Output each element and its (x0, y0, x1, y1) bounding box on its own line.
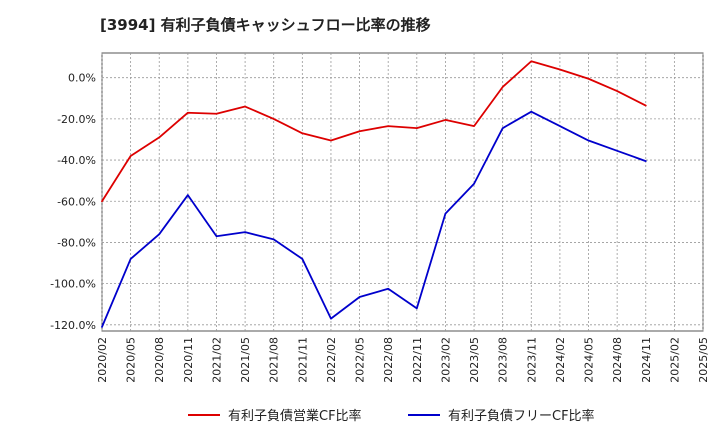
x-tick-label: 2020/08 (153, 337, 166, 383)
legend-layer: 有利子負債営業CF比率 有利子負債フリーCF比率 (188, 408, 595, 424)
grid-layer (101, 52, 704, 332)
x-tick-label: 2020/05 (125, 337, 138, 383)
legend-label-2: 有利子負債フリーCF比率 (448, 408, 595, 424)
legend-label-1: 有利子負債営業CF比率 (228, 408, 362, 424)
x-tick-label: 2020/02 (96, 337, 109, 383)
x-tick-label: 2021/08 (268, 337, 281, 383)
x-tick-label: 2022/02 (325, 337, 338, 383)
series-layer (101, 60, 647, 328)
x-tick-label: 2023/11 (525, 337, 538, 383)
x-tick-label: 2024/08 (611, 337, 624, 383)
y-tick-label: 0.0% (68, 72, 96, 85)
x-tick-label: 2022/05 (354, 337, 367, 383)
x-tick-label: 2025/05 (697, 337, 710, 383)
x-tick-label: 2024/05 (583, 337, 596, 383)
series-line-1 (101, 60, 647, 203)
y-tick-label: -60.0% (57, 195, 96, 208)
x-tick-label: 2022/08 (382, 337, 395, 383)
x-tick-label: 2021/11 (296, 337, 309, 383)
plot-frame (101, 52, 704, 332)
y-tick-label: -20.0% (57, 113, 96, 126)
x-tick-label: 2024/11 (640, 337, 653, 383)
x-tick-label: 2023/02 (439, 337, 452, 383)
chart-title: [3994] 有利子負債キャッシュフロー比率の推移 (100, 16, 431, 34)
series-line-2 (101, 110, 647, 328)
x-tick-label: 2023/05 (468, 337, 481, 383)
x-tick-label: 2021/05 (239, 337, 252, 383)
y-tick-label: -120.0% (50, 319, 96, 332)
x-tick-label: 2023/08 (497, 337, 510, 383)
y-tick-label: -80.0% (57, 236, 96, 249)
x-tick-label: 2025/02 (668, 337, 681, 383)
x-tick-label: 2022/11 (411, 337, 424, 383)
y-tick-label: -40.0% (57, 154, 96, 167)
x-tick-label: 2024/02 (554, 337, 567, 383)
y-tick-label: -100.0% (50, 278, 96, 291)
x-tick-label: 2021/02 (210, 337, 223, 383)
axis-layer: 0.0% -20.0% -40.0% -60.0% -80.0% -100.0% -120.… (50, 72, 710, 383)
x-tick-label: 2020/11 (182, 337, 195, 383)
